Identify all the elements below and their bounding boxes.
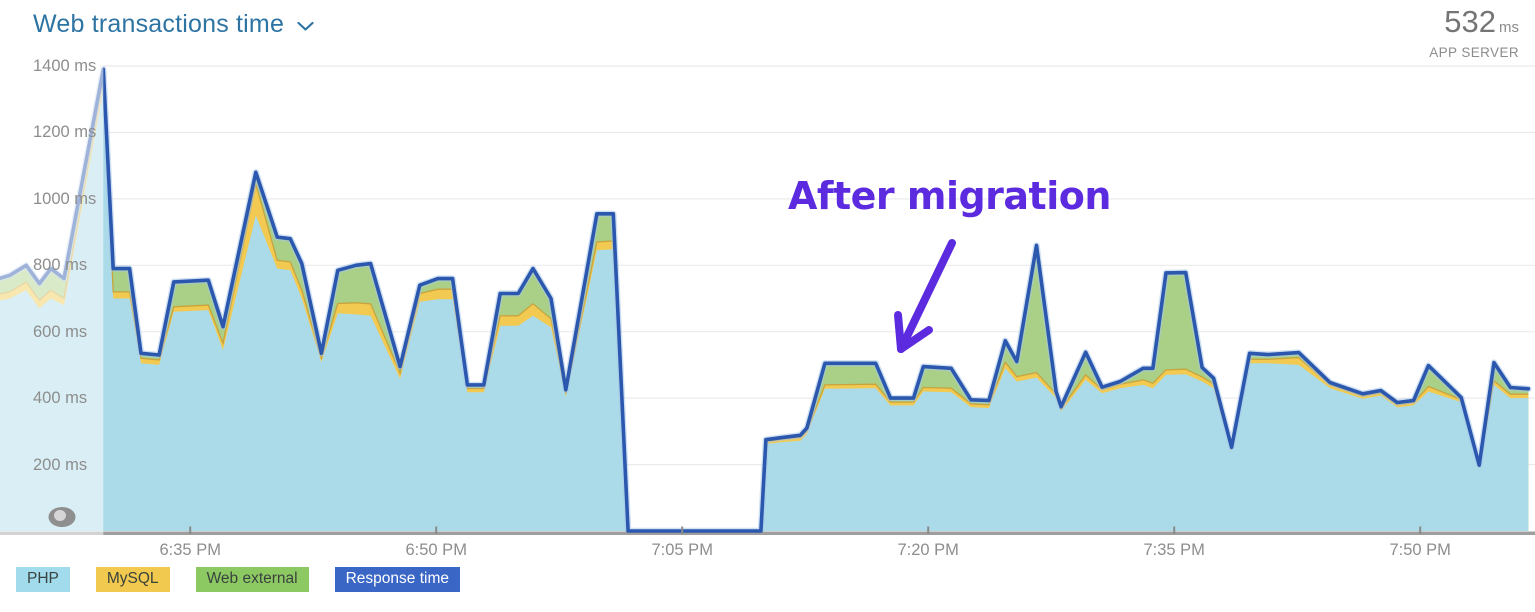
legend-item-php[interactable]: PHP xyxy=(16,567,70,592)
legend: PHP MySQL Web external Response time xyxy=(16,567,460,592)
current-value-panel: 532 ms APP SERVER xyxy=(1429,4,1519,61)
x-tick-label: 7:35 PM xyxy=(1143,541,1205,559)
x-tick-marks xyxy=(189,526,1422,534)
page-title: Web transactions time xyxy=(33,10,285,38)
legend-item-mysql[interactable]: MySQL xyxy=(95,567,170,592)
annotation-arrow-icon xyxy=(894,239,956,353)
x-tick-label: 7:20 PM xyxy=(897,541,959,559)
drag-handle-icon xyxy=(48,507,76,527)
stale-data-fade-overlay xyxy=(0,56,104,535)
chevron-down-icon xyxy=(297,21,314,31)
y-tick-label: 1200 ms xyxy=(33,123,97,142)
scope-label: APP SERVER xyxy=(1429,45,1519,60)
y-tick-label: 400 ms xyxy=(33,389,88,408)
x-tick-label: 7:50 PM xyxy=(1389,541,1451,559)
y-tick-label: 200 ms xyxy=(33,455,88,474)
y-tick-label: 1400 ms xyxy=(33,57,97,75)
x-tick-label: 7:05 PM xyxy=(651,541,713,559)
response-time-line xyxy=(0,67,1531,533)
annotation-label: After migration xyxy=(788,174,1111,218)
y-tick-label: 600 ms xyxy=(33,322,88,341)
legend-item-web-external[interactable]: Web external xyxy=(195,567,309,592)
x-axis-baseline xyxy=(0,531,1535,535)
x-tick-label: 6:50 PM xyxy=(405,541,467,559)
y-tick-label: 800 ms xyxy=(33,256,88,275)
area-php xyxy=(0,89,1529,531)
chart-title-dropdown[interactable]: Web transactions time xyxy=(33,10,314,39)
y-tick-label: 1000 ms xyxy=(33,189,97,208)
current-value: 532 xyxy=(1444,4,1496,39)
x-tick-label: 6:35 PM xyxy=(159,541,221,559)
current-value-unit: ms xyxy=(1499,19,1519,36)
legend-item-response-time[interactable]: Response time xyxy=(334,567,460,592)
